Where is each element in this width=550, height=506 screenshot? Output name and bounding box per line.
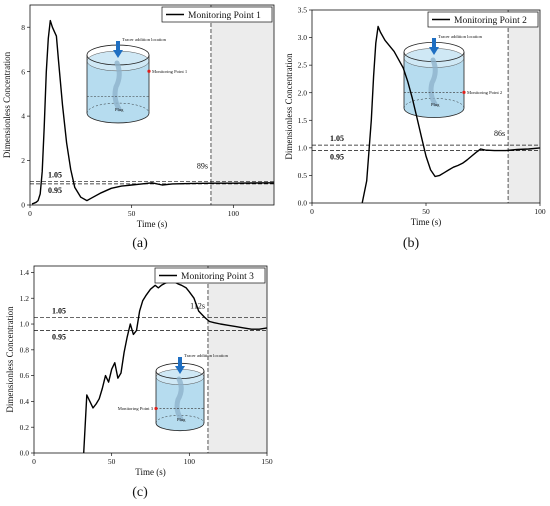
tracer-label: Tracer addition location	[122, 37, 167, 42]
settling-time-label: 89s	[197, 162, 208, 171]
y-axis-label: Dimensionless Concentration	[5, 306, 15, 413]
y-tick-label: 0.0	[20, 449, 30, 458]
tracer-label: Tracer addition location	[184, 353, 229, 358]
plug-label: Plug	[115, 107, 124, 112]
x-tick-label: 0	[28, 209, 32, 218]
y-tick-label: 1.0	[298, 143, 308, 152]
y-axis-label: Dimensionless Concentration	[284, 53, 294, 160]
tank-base-back	[86, 102, 150, 114]
threshold-label-lower: 0.95	[330, 153, 344, 162]
y-tick-label: 0.4	[20, 397, 30, 406]
monitoring-point-label: Monitoring Point 3	[118, 406, 154, 411]
tank-base	[86, 112, 150, 124]
arrow-down-icon	[429, 47, 439, 55]
x-axis-label: Time (s)	[411, 217, 441, 227]
tank-inset: Tracer addition location Plug Monitoring P…	[403, 34, 503, 118]
panel-label: (b)	[403, 236, 420, 251]
x-tick-label: 50	[422, 207, 430, 216]
y-tick-label: 3.5	[298, 6, 308, 15]
legend-label: Monitoring Point 3	[181, 272, 254, 282]
x-axis-label: Time (s)	[137, 219, 167, 229]
arrow-shaft	[432, 38, 436, 48]
plug-label: Plug	[431, 102, 440, 107]
x-tick-label: 100	[534, 207, 546, 216]
y-tick-label: 1.4	[20, 268, 30, 277]
monitoring-point-label: Monitoring Point 1	[152, 69, 188, 74]
y-tick-label: 4	[21, 112, 25, 121]
tracer-plume	[174, 376, 184, 422]
tracer-label: Tracer addition location	[438, 34, 483, 39]
plot-frame	[33, 265, 268, 454]
arrow-down-icon	[175, 366, 185, 374]
y-tick-label: 1.2	[20, 294, 30, 303]
tank-inset: Tracer addition location Plug Monitoring P…	[118, 353, 229, 432]
plot-frame	[29, 4, 275, 206]
legend-label: Monitoring Point 2	[454, 16, 527, 26]
settled-region	[210, 5, 274, 205]
threshold-label-upper: 1.05	[330, 134, 344, 143]
chart-panel-1: Tracer addition location Plug Monitoring P…	[2, 4, 275, 251]
series-line	[83, 280, 268, 454]
x-tick-label: 50	[128, 209, 136, 218]
legend-box	[161, 6, 273, 23]
tank-base-back	[155, 415, 205, 424]
x-tick-label: 100	[228, 209, 240, 218]
y-tick-label: 0.0	[298, 199, 308, 208]
settled-region	[207, 266, 267, 453]
legend-box	[154, 267, 266, 284]
y-tick-label: 3.0	[298, 33, 308, 42]
settled-region	[508, 10, 540, 203]
y-tick-label: 8	[21, 23, 25, 32]
x-tick-label: 0	[310, 207, 314, 216]
x-tick-label: 150	[261, 457, 273, 466]
arrow-shaft	[116, 41, 120, 51]
x-tick-label: 50	[108, 457, 116, 466]
threshold-label-upper: 1.05	[52, 307, 66, 316]
monitoring-point-marker	[147, 69, 151, 73]
monitoring-point-label: Monitoring Point 2	[467, 90, 503, 95]
panel-label: (a)	[132, 236, 148, 251]
x-tick-label: 100	[184, 457, 196, 466]
tracer-plume	[112, 60, 122, 112]
threshold-label-upper: 1.05	[48, 171, 62, 180]
tank-water	[87, 61, 149, 123]
tracer-plume	[428, 57, 438, 107]
y-axis-label: Dimensionless Concentration	[2, 51, 12, 158]
threshold-label-lower: 0.95	[48, 186, 62, 195]
settling-time-label: 86s	[494, 129, 505, 138]
arrow-down-icon	[113, 50, 123, 58]
y-tick-label: 1.0	[20, 320, 30, 329]
y-tick-label: 0	[21, 201, 25, 210]
chart-panel-2: Tracer addition location Plug Monitoring P…	[284, 6, 546, 251]
monitoring-point-marker	[154, 406, 158, 411]
legend-label: Monitoring Point 1	[188, 11, 261, 21]
tank-inset: Tracer addition location Plug Monitoring P…	[86, 37, 188, 124]
tank-water	[404, 58, 464, 118]
plug-label: Plug	[177, 417, 186, 422]
tank-water	[156, 377, 204, 431]
legend-box	[427, 11, 539, 28]
tank-base	[403, 107, 465, 118]
x-axis-label: Time (s)	[135, 467, 165, 477]
series-line	[31, 19, 275, 205]
y-tick-label: 2.5	[298, 61, 308, 70]
panel-label: (c)	[132, 485, 148, 500]
threshold-label-lower: 0.95	[52, 332, 66, 341]
tank-base	[155, 422, 205, 432]
y-tick-label: 0.2	[20, 423, 30, 432]
y-tick-label: 6	[21, 67, 25, 76]
y-tick-label: 1.5	[298, 116, 308, 125]
chart-panel-3: Tracer addition location Plug Monitoring P…	[5, 265, 273, 500]
y-tick-label: 0.6	[20, 371, 30, 380]
arrow-shaft	[178, 357, 182, 367]
y-tick-label: 2.0	[298, 88, 308, 97]
x-tick-label: 0	[32, 457, 36, 466]
series-line	[361, 25, 541, 204]
monitoring-point-marker	[462, 90, 466, 94]
y-tick-label: 2	[21, 156, 25, 165]
y-tick-label: 0.5	[298, 171, 308, 180]
y-tick-label: 0.8	[20, 345, 30, 354]
